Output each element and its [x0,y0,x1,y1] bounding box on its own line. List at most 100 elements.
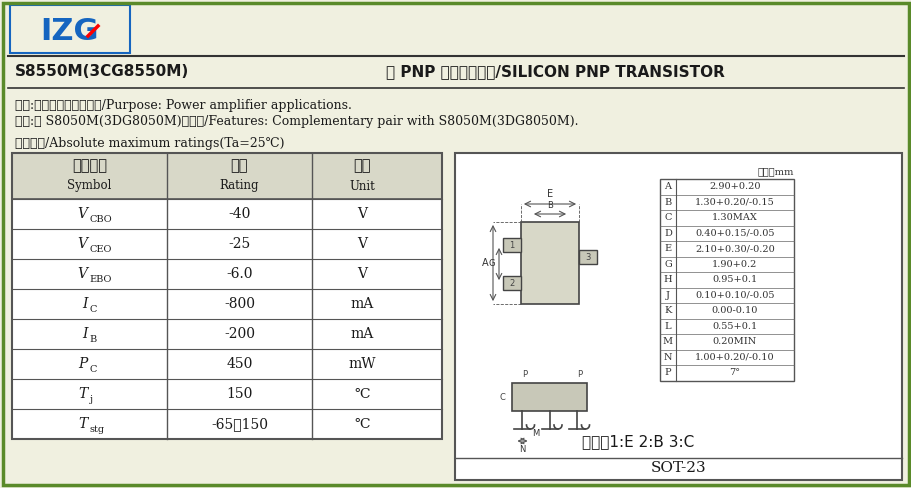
Text: C: C [89,365,97,373]
Text: 2: 2 [509,279,514,287]
Bar [12,229,442,259]
Text: 引脚：1:E 2:B 3:C: 引脚：1:E 2:B 3:C [582,434,694,449]
Text: 1: 1 [509,241,514,249]
Text: Rating: Rating [220,180,259,192]
Text: V: V [356,237,366,251]
Text: 150: 150 [226,387,252,401]
Text: M: M [662,337,672,346]
Bar [12,199,442,229]
Bar [660,179,793,381]
Text: 2.90+0.20: 2.90+0.20 [709,182,760,191]
Text: -200: -200 [224,327,255,341]
Text: CEO: CEO [89,244,112,253]
Text: N: N [663,353,671,362]
Text: J: J [665,291,670,300]
Text: 1.30MAX: 1.30MAX [711,213,757,222]
Text: 0.20MIN: 0.20MIN [712,337,756,346]
Bar [660,179,793,381]
Text: V: V [356,267,366,281]
Bar [12,289,442,319]
Bar [503,276,520,290]
Text: B: B [89,334,97,344]
Text: T: T [78,417,87,431]
Text: CBO: CBO [89,215,112,224]
Text: B: B [663,198,670,207]
Text: C: C [663,213,670,222]
Text: G: G [663,260,671,269]
Text: I: I [82,297,87,311]
Text: mW: mW [348,357,375,371]
Text: EBO: EBO [89,274,112,284]
Bar [12,349,442,379]
Text: ℃: ℃ [353,417,369,431]
Text: L: L [664,322,670,331]
Text: D: D [663,229,671,238]
Text: ℃: ℃ [353,387,369,401]
Text: 单位: 单位 [353,159,371,174]
Text: V: V [77,267,87,281]
Text: 特点:与 S8050M(3DG8050M)互补。/Features: Complementary pair with S8050M(3DG8050M).: 特点:与 S8050M(3DG8050M)互补。/Features: Compl… [15,116,578,128]
Bar [12,153,442,199]
Text: H: H [663,275,671,284]
Text: V: V [77,237,87,251]
Bar [578,250,597,264]
Text: 0.10+0.10/-0.05: 0.10+0.10/-0.05 [694,291,774,300]
Text: 2.10+0.30/-0.20: 2.10+0.30/-0.20 [694,244,774,253]
Text: 用途:用于功率放大电路。/Purpose: Power amplifier applications.: 用途:用于功率放大电路。/Purpose: Power amplifier ap… [15,99,352,111]
Text: K: K [663,306,670,315]
Text: Unit: Unit [349,180,374,192]
Text: SOT-23: SOT-23 [650,461,705,475]
Text: 0.55+0.1: 0.55+0.1 [711,322,757,331]
Text: P: P [577,370,581,379]
Text: -6.0: -6.0 [226,267,252,281]
Text: P: P [664,368,670,377]
Text: IZG: IZG [41,18,99,46]
Text: I: I [82,327,87,341]
Bar [12,319,442,349]
Text: A: A [482,258,488,268]
Text: 数値: 数値 [230,159,248,174]
Text: P: P [521,370,527,379]
Text: 450: 450 [226,357,252,371]
Text: 单位：mm: 单位：mm [757,167,793,176]
Bar [10,5,130,53]
Text: j: j [89,394,93,404]
Bar [503,238,520,252]
Text: stg: stg [89,425,105,433]
Text: mA: mA [350,297,374,311]
Text: E: E [547,189,552,199]
Text: 1.30+0.20/-0.15: 1.30+0.20/-0.15 [694,198,774,207]
Text: 0.00-0.10: 0.00-0.10 [711,306,757,315]
Bar [12,379,442,409]
Text: 0.95+0.1: 0.95+0.1 [711,275,757,284]
Text: 7°: 7° [729,368,740,377]
Text: S8550M(3CG8550M): S8550M(3CG8550M) [15,64,189,80]
Text: -800: -800 [224,297,255,311]
Text: M: M [532,429,539,439]
Bar [12,259,442,289]
Text: E: E [664,244,670,253]
Bar [12,153,442,439]
Text: -25: -25 [228,237,251,251]
Text: 参数符号: 参数符号 [72,159,107,174]
Text: 硅 PNP 半导体三极管/SILICON PNP TRANSISTOR: 硅 PNP 半导体三极管/SILICON PNP TRANSISTOR [385,64,723,80]
Bar [12,153,442,439]
Text: A: A [664,182,670,191]
Text: 极限参数/Absolute maximum ratings(Ta=25℃): 极限参数/Absolute maximum ratings(Ta=25℃) [15,137,284,149]
Bar [512,383,587,411]
Text: C: C [89,305,97,313]
Text: -65～150: -65～150 [210,417,268,431]
Text: P: P [78,357,87,371]
Bar [12,409,442,439]
Text: 1.00+0.20/-0.10: 1.00+0.20/-0.10 [694,353,774,362]
Text: -40: -40 [228,207,251,221]
Text: C: C [499,392,505,402]
Text: 3: 3 [585,252,590,262]
Text: 0.40+0.15/-0.05: 0.40+0.15/-0.05 [694,229,774,238]
Text: V: V [77,207,87,221]
Text: N: N [518,445,525,454]
Text: V: V [356,207,366,221]
Text: T: T [78,387,87,401]
Text: G: G [488,260,495,268]
Text: 1.90+0.2: 1.90+0.2 [711,260,757,269]
